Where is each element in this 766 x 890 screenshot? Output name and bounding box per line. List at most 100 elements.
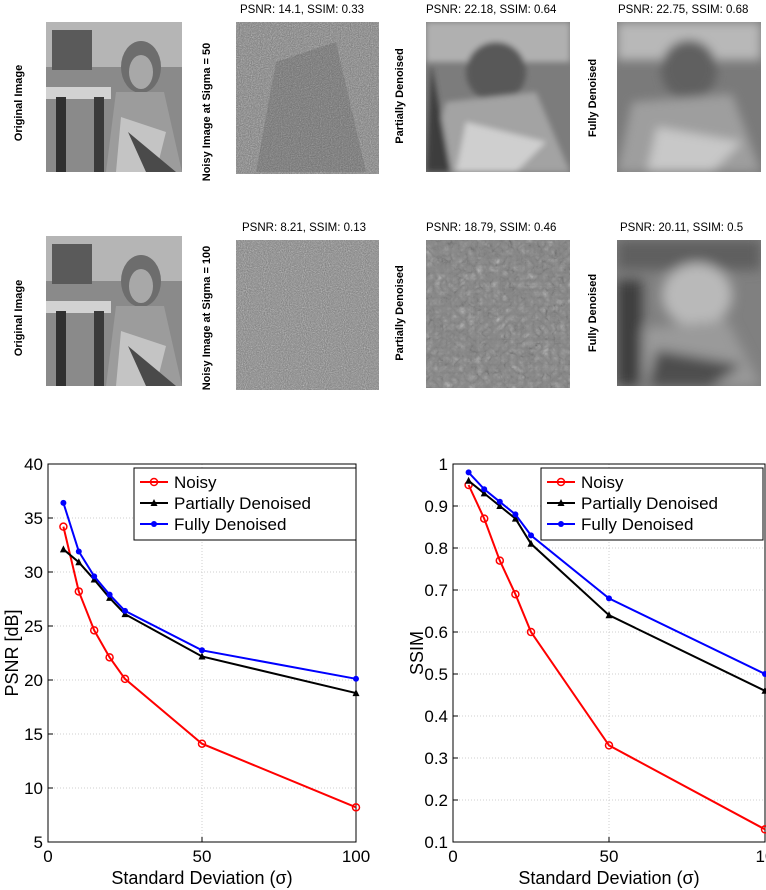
series-line-0 <box>62 526 357 809</box>
y-tick-label: 0.6 <box>424 623 448 642</box>
legend-label: Noisy <box>174 473 217 492</box>
point-noisy <box>59 522 68 531</box>
row1-partial-metrics: PSNR: 22.18, SSIM: 0.64 <box>426 4 557 16</box>
row1-partial-image <box>426 22 570 172</box>
point-full <box>60 499 67 506</box>
point-noisy <box>105 653 114 662</box>
legend-marker <box>149 477 159 487</box>
legend-label: Noisy <box>581 473 624 492</box>
plot-frame <box>47 463 357 843</box>
point-noisy <box>89 626 99 635</box>
row2-full-label: Fully Denoised <box>587 273 599 353</box>
row1-partial-label: Partially Denoised <box>394 48 406 144</box>
x-tick-label: 50 <box>193 847 212 866</box>
row1-full-metrics: PSNR: 22.75, SSIM: 0.68 <box>618 4 749 16</box>
point-full <box>199 647 205 654</box>
point-noisy <box>120 674 130 684</box>
point-full <box>122 607 128 614</box>
legend-box <box>540 467 764 541</box>
y-tick-label: 40 <box>24 455 43 474</box>
y-tick-label: 0.4 <box>424 707 448 726</box>
y-tick-label: 0.9 <box>424 497 448 516</box>
row1-full-label: Fully Denoised <box>587 58 599 138</box>
x-axis-label: Standard Deviation (σ) <box>111 868 292 888</box>
point-full <box>606 595 612 602</box>
point-noisy <box>351 803 361 812</box>
y-tick-label: 0.2 <box>424 791 448 810</box>
legend-marker <box>151 521 157 527</box>
x-tick-label: 0 <box>43 847 52 866</box>
legend-marker <box>557 499 565 506</box>
y-tick-label: 1 <box>439 455 448 474</box>
y-tick-label: 0.7 <box>424 581 448 600</box>
point-noisy <box>479 514 489 523</box>
y-tick-label: 30 <box>24 563 43 582</box>
point-full <box>762 671 766 677</box>
point-partial <box>605 611 613 619</box>
point-noisy <box>511 589 520 599</box>
point-partial <box>198 652 206 660</box>
row1-original-label: Original Image <box>13 64 25 142</box>
legend-marker <box>150 499 158 506</box>
row2-noisy-metrics: PSNR: 8.21, SSIM: 0.13 <box>242 222 367 234</box>
row1-noisy-metrics: PSNR: 14.1, SSIM: 0.33 <box>240 4 365 16</box>
row2-original-image <box>46 236 182 386</box>
point-partial <box>75 558 83 566</box>
y-tick-label: 15 <box>24 725 43 744</box>
point-noisy <box>495 556 505 565</box>
legend-marker <box>556 477 566 487</box>
point-full <box>106 591 113 598</box>
row2-partial-metrics: PSNR: 18.79, SSIM: 0.46 <box>426 222 557 234</box>
point-noisy <box>760 825 766 834</box>
row1-noisy-label: Noisy Image at Sigma = 50 <box>201 42 213 182</box>
y-tick-label: 25 <box>24 617 43 636</box>
point-full <box>496 498 503 505</box>
point-partial <box>465 476 473 484</box>
legend-label: Fully Denoised <box>581 515 693 534</box>
row2-full-metrics: PSNR: 20.11, SSIM: 0.5 <box>620 222 744 234</box>
ssim-chart: 0.10.20.30.40.50.60.70.80.9105010NoisyPa… <box>407 455 766 888</box>
point-partial <box>527 539 535 547</box>
row2-partial-image <box>426 240 570 388</box>
plot-frame <box>452 463 766 843</box>
point-partial <box>59 545 67 553</box>
point-noisy <box>526 627 536 637</box>
row1-noisy-image <box>236 22 379 174</box>
row2-original-label: Original Image <box>13 279 25 357</box>
x-axis-label: Standard Deviation (σ) <box>518 868 699 888</box>
y-tick-label: 20 <box>24 671 43 690</box>
y-tick-label: 0.8 <box>424 539 448 558</box>
point-noisy <box>604 741 614 750</box>
legend-label: Partially Denoised <box>581 494 718 513</box>
psnr-chart: 5 10 15 20 25 30 35 40 0 50 100 Noisy Partially Deno… <box>2 455 370 888</box>
y-tick-label: 5 <box>34 833 43 852</box>
point-full <box>465 469 472 476</box>
point-partial <box>352 689 360 697</box>
point-partial <box>480 489 488 497</box>
y-tick-label: 0.5 <box>424 665 448 684</box>
point-full <box>353 675 359 682</box>
x-tick-label: 100 <box>342 847 370 866</box>
point-full <box>75 548 82 555</box>
legend-label: Fully Denoised <box>174 515 286 534</box>
point-full <box>512 511 519 518</box>
x-tick-label: 10 <box>756 847 766 866</box>
point-partial <box>496 502 504 509</box>
row2-noisy-image <box>236 240 379 390</box>
y-tick-label: 0.1 <box>424 833 448 852</box>
row2-partial-label: Partially Denoised <box>394 265 406 361</box>
series-line-0 <box>467 484 766 831</box>
y-axis-label: PSNR [dB] <box>2 609 22 696</box>
row1-original-image <box>46 22 182 172</box>
point-full <box>481 486 488 493</box>
point-full <box>91 573 98 580</box>
row2-full-image <box>617 240 761 386</box>
y-tick-label: 35 <box>24 509 43 528</box>
legend-marker <box>558 521 564 527</box>
y-tick-label: 10 <box>24 779 43 798</box>
point-noisy <box>197 739 207 748</box>
point-noisy <box>74 587 84 596</box>
point-full <box>528 532 534 539</box>
y-tick-label: 0.3 <box>424 749 448 768</box>
row2-noisy-label: Noisy Image at Sigma = 100 <box>201 245 213 391</box>
